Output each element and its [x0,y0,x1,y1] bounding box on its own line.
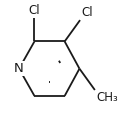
Text: Cl: Cl [29,4,40,17]
Text: Cl: Cl [81,6,93,19]
Text: CH₃: CH₃ [96,91,118,104]
Text: N: N [14,62,24,75]
